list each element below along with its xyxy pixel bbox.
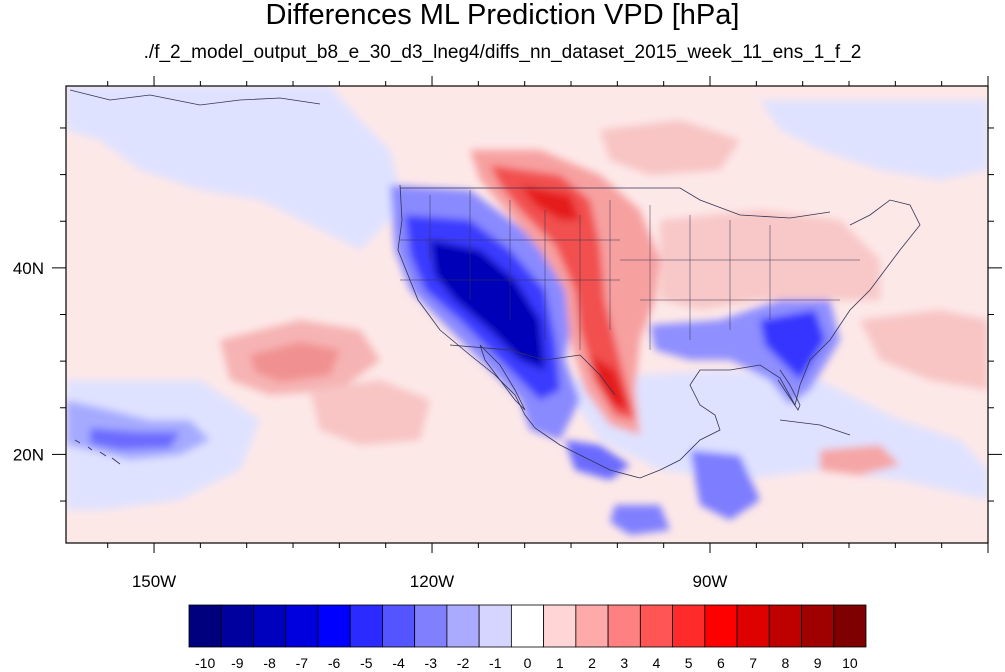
- red-patch-east-pacific: [310, 380, 430, 445]
- state-lines-east: [400, 205, 860, 350]
- colorbar-swatch: [382, 604, 416, 648]
- colorbar-label: -6: [328, 655, 341, 671]
- colorbar-swatch: [446, 604, 480, 648]
- lon-tick-label: 150W: [132, 572, 176, 591]
- colorbar-swatch: [543, 604, 577, 648]
- state-lines-west: [429, 190, 611, 350]
- colorbar-label: 2: [588, 655, 596, 671]
- colorbar-label: 3: [620, 655, 628, 671]
- colorbar-label: -10: [195, 655, 215, 671]
- colorbar-label: 8: [782, 655, 790, 671]
- colorbar-label: 9: [814, 655, 822, 671]
- colorbar-label: -7: [296, 655, 309, 671]
- colorbar-swatch: [575, 604, 609, 648]
- florida-coastline: [777, 369, 801, 411]
- red-patch-north-canada: [600, 120, 740, 175]
- lat-tick-label: 20N: [13, 445, 44, 464]
- colorbar-swatch: [510, 604, 545, 648]
- map-subtitle: ./f_2_model_output_b8_e_30_d3_lneg4/diff…: [143, 42, 862, 63]
- colorbar-label: 1: [556, 655, 564, 671]
- colorbar-label: -1: [489, 655, 502, 671]
- colorbar-swatch: [833, 604, 867, 648]
- colorbar-swatch: [414, 604, 448, 648]
- colorbar-label: 10: [842, 655, 858, 671]
- axis-tick-labels: 150W 120W 90W 40N 20N: [13, 259, 728, 591]
- colorbar-label: -5: [360, 655, 373, 671]
- colorbar-swatch: [607, 604, 641, 648]
- colorbar-label: -9: [231, 655, 244, 671]
- colorbar-label: 6: [717, 655, 725, 671]
- colorbar-label: 7: [749, 655, 757, 671]
- red-patch-atlantic: [860, 310, 988, 390]
- colorbar-swatch: [704, 604, 738, 648]
- colorbar-swatch: [285, 604, 319, 648]
- colorbar: [188, 604, 867, 648]
- baja-coastline: [479, 344, 526, 411]
- north-america-coastline: [397, 184, 921, 479]
- blue-region-western-us-core: [430, 240, 545, 370]
- blue-region-northwest-pacific: [66, 86, 400, 250]
- colorbar-label: 5: [685, 655, 693, 671]
- colorbar-labels: -10 -9 -8 -7 -6 -5 -4 -3 -2 -1 0 1 2 3 4 5 6 7 8 9 10: [195, 655, 858, 671]
- colorbar-swatch: [801, 604, 835, 648]
- colorbar-label: 0: [524, 655, 532, 671]
- colorbar-swatch: [768, 604, 802, 648]
- colorbar-label: 4: [653, 655, 661, 671]
- blue-region-north-atlantic: [760, 100, 988, 180]
- us-canada-border: [400, 187, 831, 219]
- colorbar-swatch: [736, 604, 770, 648]
- red-patch-pacific-core: [250, 342, 340, 382]
- red-region-plains-core: [520, 185, 630, 410]
- colorbar-label: -4: [392, 655, 405, 671]
- colorbar-swatch: [639, 604, 673, 648]
- lon-tick-label: 120W: [410, 572, 454, 591]
- colorbar-swatch: [349, 604, 383, 648]
- alaska-coastline: [69, 89, 321, 106]
- us-mexico-border: [449, 344, 616, 396]
- lat-tick-label: 40N: [13, 259, 44, 278]
- axis-ticks: [52, 76, 1002, 553]
- vpd-difference-field: [66, 86, 988, 535]
- colorbar-swatch: [253, 604, 287, 648]
- red-region-caribbean: [820, 445, 900, 475]
- colorbar-swatch: [317, 604, 351, 648]
- colorbar-swatch: [672, 604, 706, 648]
- blue-patch-hawaii-core: [90, 428, 180, 450]
- blue-patch-central-america: [690, 450, 760, 520]
- map-title: Differences ML Prediction VPD [hPa]: [265, 0, 740, 31]
- colorbar-label: -3: [425, 655, 438, 671]
- lon-tick-label: 90W: [693, 572, 728, 591]
- colorbar-swatch: [220, 604, 254, 648]
- map-plot-area: [66, 86, 988, 543]
- cuba-coastline: [779, 419, 851, 436]
- colorbar-label: -2: [457, 655, 470, 671]
- red-region-plains-mid: [490, 165, 635, 420]
- colorbar-swatch: [188, 604, 222, 648]
- blue-patch-pacific-south: [610, 505, 670, 535]
- blue-patch-mexico: [565, 440, 630, 480]
- colorbar-label: -8: [263, 655, 276, 671]
- coastlines: [69, 89, 921, 479]
- hawaii-coastline: [74, 439, 121, 465]
- colorbar-swatch: [478, 604, 512, 648]
